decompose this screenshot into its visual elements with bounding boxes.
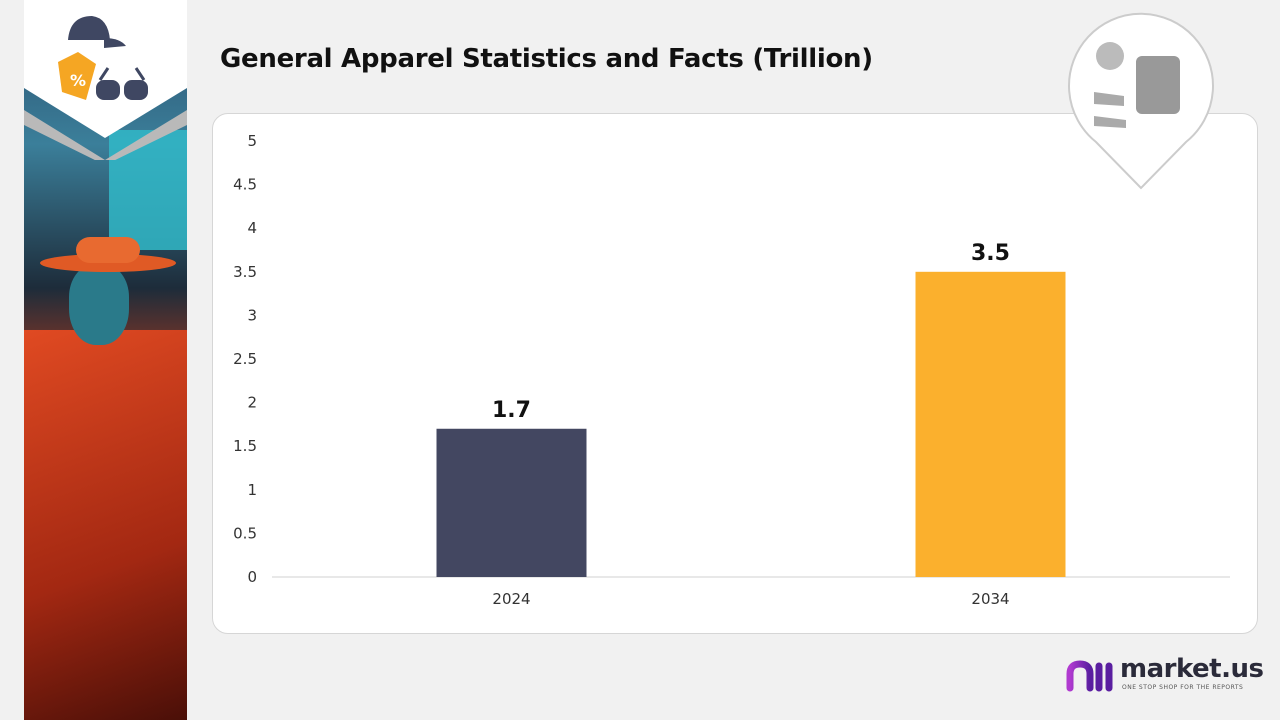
suit-image [24,330,187,720]
y-tick-label: 3.5 [233,263,257,281]
x-tick-label: 2024 [492,590,530,608]
bar-chart: 0 0.5 1 1.5 2 2.5 3 3.5 4 4.5 5 1.7 2024 3.5 2034 [233,132,1230,608]
cap-icon [68,16,126,48]
y-tick-label: 4.5 [233,176,257,194]
y-tick-label: 5 [247,132,257,150]
market-us-logo: market.us ONE STOP SHOP FOR THE REPORTS [1064,654,1264,694]
y-tick-label: 1 [247,481,257,499]
page-title: General Apparel Statistics and Facts (Tr… [220,44,873,74]
y-tick-label: 3 [247,306,257,324]
y-tick-label: 0.5 [233,524,257,542]
y-tick-label: 1.5 [233,437,257,455]
x-tick-label: 2034 [971,590,1009,608]
market-us-logo-mark [1066,660,1113,692]
chart-card [212,113,1258,634]
apparel-pin-icon [1068,12,1214,190]
y-tick-label: 2 [247,394,257,412]
bar-2024 [436,428,587,577]
sunglasses-icon [96,67,148,100]
hat-image [40,237,176,272]
data-label: 1.7 [492,398,531,423]
svg-text:%: % [70,71,86,90]
brand-name: market.us [1120,654,1264,684]
brand-tagline: ONE STOP SHOP FOR THE REPORTS [1122,684,1244,691]
price-tag-icon: % [58,52,96,100]
y-tick-label: 0 [247,568,257,586]
data-label: 3.5 [971,241,1010,266]
y-tick-label: 4 [247,219,257,237]
apparel-badge: % [24,0,187,160]
bar-2034 [915,271,1066,577]
y-tick-label: 2.5 [233,350,257,368]
mannequin-image [69,265,129,345]
